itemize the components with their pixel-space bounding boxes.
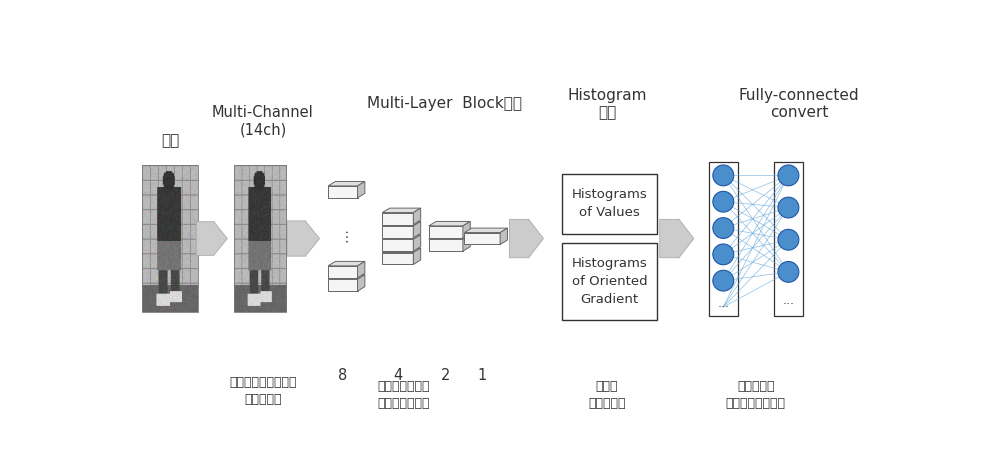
Polygon shape [464,228,507,233]
Polygon shape [196,222,227,255]
Bar [142,165,198,311]
Text: 4: 4 [393,368,402,383]
Polygon shape [382,221,421,226]
Polygon shape [358,262,365,278]
Polygon shape [358,182,365,198]
FancyBboxPatch shape [774,162,803,316]
Polygon shape [287,221,320,256]
Polygon shape [328,275,365,279]
Text: Histograms
of Oriented
Gradient: Histograms of Oriented Gradient [572,257,647,306]
Circle shape [713,270,734,291]
Circle shape [713,244,734,265]
Text: Histogram
特徴: Histogram 特徴 [567,88,647,120]
Polygon shape [382,248,421,253]
Circle shape [778,262,799,282]
Polygon shape [382,239,413,251]
Circle shape [778,165,799,186]
Polygon shape [382,212,413,225]
Polygon shape [413,221,421,238]
Polygon shape [413,248,421,264]
Polygon shape [509,219,544,258]
Polygon shape [382,208,421,212]
FancyBboxPatch shape [562,174,657,234]
Polygon shape [328,266,358,278]
Circle shape [713,218,734,239]
Text: ⋯: ⋯ [339,228,353,242]
Text: ...: ... [782,295,794,307]
Polygon shape [328,182,365,186]
Text: 同一人物が
類似するよう変換: 同一人物が 類似するよう変換 [726,380,786,410]
FancyBboxPatch shape [709,162,738,316]
Polygon shape [328,262,365,266]
Circle shape [778,229,799,250]
Text: Multi-Layer  Block分割: Multi-Layer Block分割 [367,96,522,111]
Polygon shape [382,226,413,238]
Text: Fully-connected
convert: Fully-connected convert [739,88,860,120]
Text: 2: 2 [441,368,451,383]
Polygon shape [429,235,470,239]
Text: ...: ... [717,297,729,311]
Polygon shape [413,208,421,225]
Text: Multi-Channel
(14ch): Multi-Channel (14ch) [212,105,314,138]
Polygon shape [429,239,463,251]
Polygon shape [463,235,470,251]
Bar [234,165,286,311]
Text: 自動検出による
位置ずれを吸収: 自動検出による 位置ずれを吸収 [378,380,430,410]
Polygon shape [500,228,507,245]
Text: Histograms
of Values: Histograms of Values [572,188,647,219]
Polygon shape [463,221,470,238]
Polygon shape [328,186,358,198]
FancyBboxPatch shape [562,243,657,320]
Polygon shape [382,235,421,239]
Polygon shape [429,221,470,226]
Text: 入力: 入力 [161,134,179,149]
Polygon shape [382,253,413,264]
Text: 1: 1 [478,368,487,383]
Circle shape [778,197,799,218]
Polygon shape [464,233,500,245]
Polygon shape [413,235,421,251]
Polygon shape [429,226,463,238]
Circle shape [713,191,734,212]
Text: 8: 8 [338,368,347,383]
Polygon shape [660,219,694,258]
Polygon shape [358,275,365,291]
Circle shape [713,165,734,186]
Text: 場所やカメラ設定の
違いを吸収: 場所やカメラ設定の 違いを吸収 [229,375,297,406]
Polygon shape [328,279,358,291]
Text: 姿勢の
違いを吸収: 姿勢の 違いを吸収 [588,380,626,410]
